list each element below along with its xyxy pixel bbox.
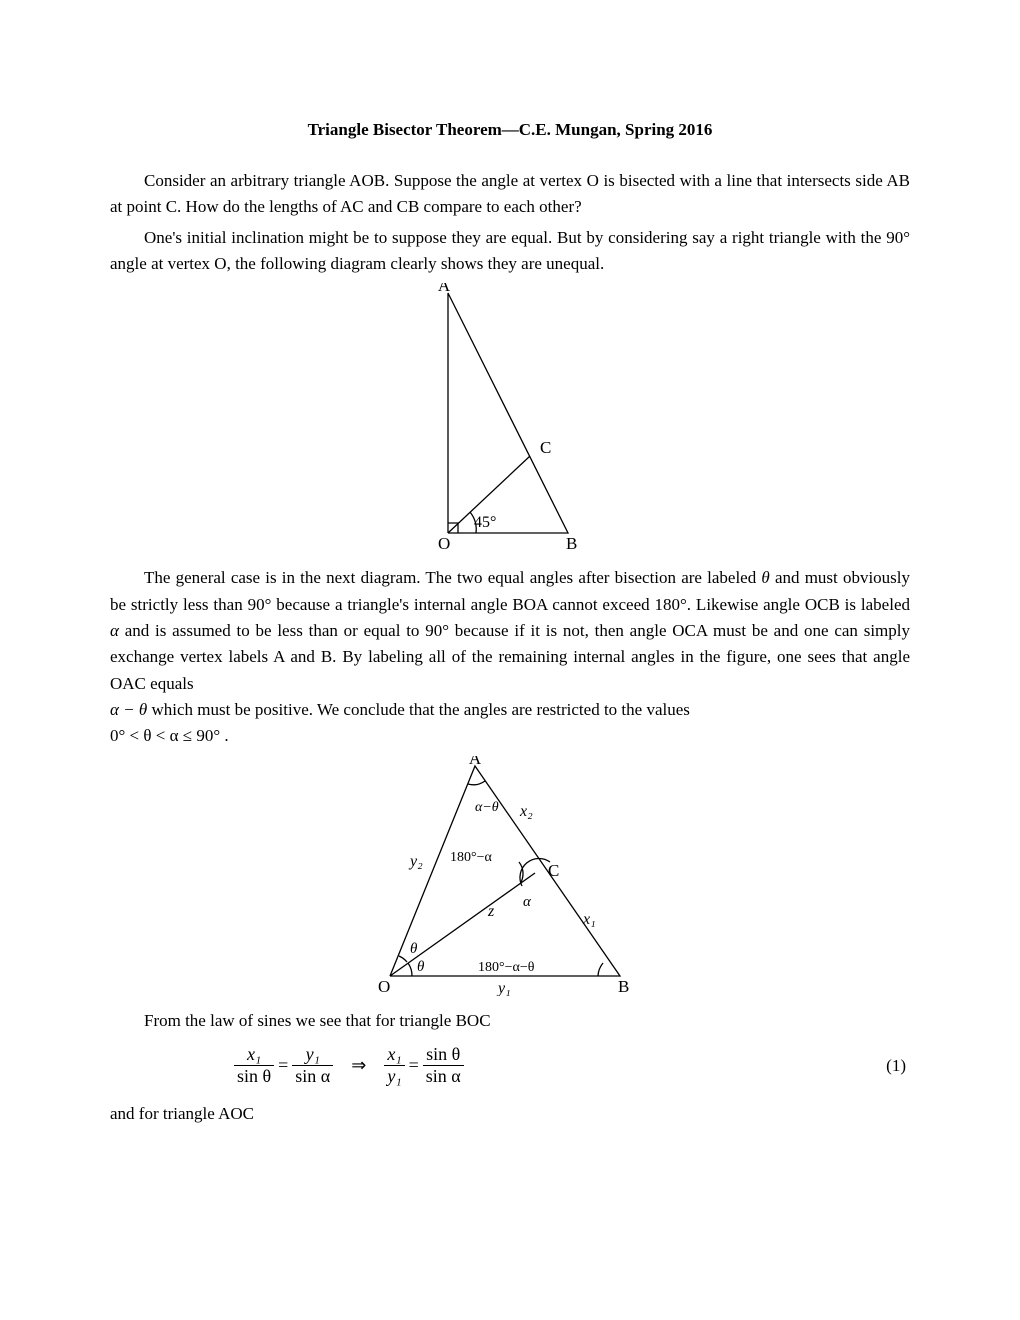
equation-1: x₁ sin θ = y₁ sin α ⇒ x₁ y₁ = sin θ sin … (110, 1044, 910, 1087)
fig1-label-C: C (540, 438, 551, 457)
fig1-label-A: A (437, 283, 450, 295)
fig2-label-y1: y₁ (496, 980, 511, 996)
paragraph-4: From the law of sines we see that for tr… (110, 1008, 910, 1034)
fig2-label-z: z (487, 903, 495, 920)
fig2-alpha-minus-theta: α−θ (475, 800, 499, 815)
symbol-theta: θ (761, 568, 769, 587)
eq1-implies: ⇒ (351, 1055, 366, 1076)
angle-range: 0° < θ < α ≤ 90° (110, 726, 220, 745)
para3-text-c: and is assumed to be less than or equal … (110, 621, 910, 693)
eq1-frac-x1-y1: x₁ y₁ (384, 1044, 404, 1087)
paragraph-1: Consider an arbitrary triangle AOB. Supp… (110, 168, 910, 221)
para3-text-e: . (220, 726, 229, 745)
symbol-alpha-minus-theta: α − θ (110, 700, 147, 719)
fig2-label-B: B (618, 977, 629, 996)
fig1-label-45: 45° (474, 514, 496, 531)
fig2-180-alpha-theta: 180°−α−θ (478, 960, 535, 975)
fig1-label-B: B (566, 534, 577, 553)
eq1-number: (1) (886, 1056, 910, 1076)
fig2-label-O: O (378, 977, 390, 996)
eq1-frac-x1-sintheta: x₁ sin θ (234, 1044, 274, 1087)
fig2-alpha: α (523, 894, 532, 910)
fig2-label-x2: x₂ (519, 803, 533, 820)
fig2-label-x1: x₁ (582, 911, 596, 928)
fig2-theta-upper: θ (410, 941, 418, 957)
eq1-equals-2: = (409, 1055, 419, 1076)
fig2-label-A: A (469, 756, 482, 768)
fig2-label-y2: y₂ (408, 853, 423, 870)
eq1-frac-sintheta-sinalpha: sin θ sin α (423, 1044, 464, 1087)
symbol-alpha: α (110, 621, 119, 640)
paragraph-2: One's initial inclination might be to su… (110, 225, 910, 278)
fig2-label-C: C (548, 861, 559, 880)
fig1-label-O: O (438, 534, 450, 553)
figure-right-triangle: A O B C 45° (428, 283, 593, 553)
eq1-frac-y1-sinalpha: y₁ sin α (292, 1044, 333, 1087)
eq1-equals-1: = (278, 1055, 288, 1076)
page-title: Triangle Bisector Theorem—C.E. Mungan, S… (110, 120, 910, 140)
paragraph-5: and for triangle AOC (110, 1101, 910, 1127)
fig2-180-alpha: 180°−α (450, 850, 492, 865)
figure-general-triangle: A O B C y₂ y₁ x₂ x₁ z θ θ α α−θ 180°−α 1… (370, 756, 650, 996)
para3-text-a: The general case is in the next diagram.… (144, 568, 761, 587)
para3-text-d: which must be positive. We conclude that… (147, 700, 690, 719)
paragraph-3: The general case is in the next diagram.… (110, 565, 910, 749)
fig2-theta-lower: θ (417, 959, 425, 975)
